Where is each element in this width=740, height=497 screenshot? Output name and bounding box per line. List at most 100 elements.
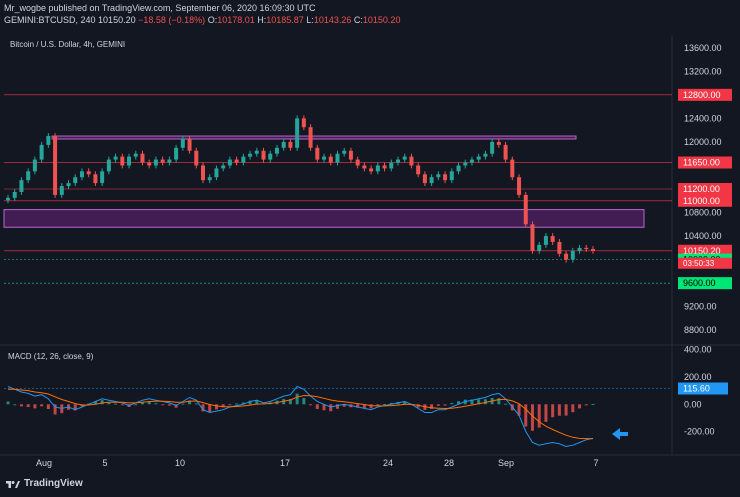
macd-histogram-bar [504, 403, 508, 405]
candle-body [227, 159, 232, 166]
macd-histogram-bar [33, 404, 37, 409]
candle-body [490, 141, 495, 154]
chart-title: Bitcoin / U.S. Dollar, 4h, GEMINI [10, 40, 125, 49]
candle-body [66, 183, 71, 187]
candle-body [174, 147, 179, 160]
macd-histogram-bar [591, 404, 595, 405]
macd-histogram-bar [6, 401, 10, 405]
macd-histogram-bar [120, 404, 124, 406]
candle-body [564, 253, 569, 260]
candle-body [342, 150, 347, 154]
candle-body [335, 153, 340, 163]
macd-histogram-bar [295, 393, 299, 405]
macd-histogram-bar [335, 404, 339, 409]
macd-histogram-bar [497, 398, 501, 405]
candle-body [503, 144, 508, 160]
price-level-label: 12800.00 [683, 90, 721, 100]
candle-body [315, 147, 320, 160]
price-axis-tick: 9200.00 [684, 302, 717, 312]
candle-body [120, 156, 125, 166]
tradingview-brand: TradingView [24, 478, 83, 489]
macd-axis-tick: 200.00 [684, 372, 712, 382]
candle-body [369, 168, 374, 172]
macd-histogram-bar [235, 403, 239, 405]
high-value: 10185.87 [266, 15, 304, 25]
price-axis-tick: 10800.00 [684, 208, 722, 218]
macd-histogram-bar [19, 404, 23, 407]
macd-histogram-bar [40, 404, 44, 407]
candle-body [328, 156, 333, 163]
candle-body [409, 156, 414, 166]
low-label: L: [306, 15, 314, 25]
macd-axis-tick: 0.00 [684, 399, 702, 409]
macd-histogram-bar [248, 400, 252, 405]
candle-body [375, 165, 380, 172]
candle-body [295, 118, 300, 148]
macd-histogram-bar [551, 404, 555, 418]
price-axis-tick: 8800.00 [684, 325, 717, 335]
macd-histogram-bar [584, 404, 588, 406]
macd-histogram-bar [383, 404, 387, 405]
candle-body [396, 159, 400, 163]
price-level-label: 11000.00 [683, 196, 720, 206]
macd-histogram-bar [26, 404, 30, 407]
price-axis-tick: 13600.00 [684, 43, 722, 53]
macd-axis-tick: 400.00 [684, 345, 712, 355]
candle-body [53, 136, 58, 195]
low-value: 10143.26 [313, 15, 352, 25]
macd-histogram-bar [93, 401, 97, 405]
price-level-label: 10150.20 [683, 246, 721, 256]
candle-body [483, 153, 488, 157]
macd-histogram-bar [228, 404, 232, 406]
candle-body [39, 144, 44, 160]
candle-body [402, 156, 407, 160]
candle-body [416, 165, 421, 175]
macd-histogram-bar [322, 404, 326, 411]
candle-body [510, 159, 515, 178]
candle-body [348, 150, 353, 160]
time-axis-tick: 17 [280, 458, 290, 468]
candle-body [355, 159, 360, 166]
macd-histogram-bar [13, 404, 17, 406]
macd-histogram-bar [315, 404, 319, 410]
candle-body [32, 159, 37, 172]
macd-histogram-bar [362, 404, 366, 409]
candle-body [389, 162, 394, 169]
footer-bar: TradingView [0, 473, 740, 497]
candle-body [153, 159, 158, 166]
price-level-label: 11650.00 [683, 158, 720, 168]
candle-body [19, 180, 24, 192]
candle-body [443, 174, 448, 181]
macd-histogram-bar [161, 404, 165, 406]
candle-body [436, 174, 441, 178]
candle-body [537, 244, 542, 251]
candle-body [73, 177, 78, 184]
macd-histogram-bar [221, 404, 225, 408]
candle-body [167, 159, 172, 163]
candle-body [570, 250, 575, 260]
support-resistance-zone [3, 209, 645, 228]
candle-body [207, 177, 212, 181]
symbol-label[interactable]: GEMINI:BTCUSD, 240 [4, 15, 96, 25]
countdown-label: 03:50:33 [683, 259, 715, 268]
candle-body [281, 141, 286, 148]
macd-histogram-bar [537, 404, 541, 428]
macd-histogram-bar [389, 402, 393, 405]
macd-histogram-bar [443, 404, 447, 406]
candle-body [180, 138, 185, 148]
macd-histogram-bar [46, 404, 50, 410]
candle-body [382, 165, 387, 169]
candle-body [147, 162, 152, 166]
price-level-badge [678, 183, 732, 195]
macd-histogram-bar [403, 401, 407, 405]
candle-body [268, 153, 273, 160]
candle-body [12, 191, 17, 198]
macd-histogram-bar [470, 399, 474, 405]
candle-body [274, 147, 279, 154]
price-level-label: 9600.00 [683, 278, 716, 288]
price-chart-svg[interactable]: Bitcoin / U.S. Dollar, 4h, GEMINI 13600.0… [0, 0, 740, 473]
macd-histogram-bar [329, 404, 333, 412]
macd-histogram-bar [483, 399, 487, 405]
macd-histogram-bar [544, 404, 548, 422]
